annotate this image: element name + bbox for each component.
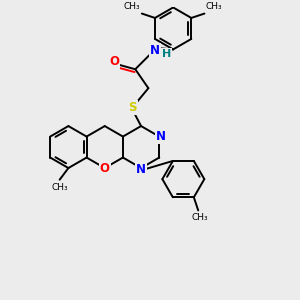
Text: O: O	[100, 161, 110, 175]
Text: N: N	[136, 163, 146, 176]
Text: S: S	[128, 100, 136, 114]
Text: N: N	[156, 130, 166, 143]
Text: CH₃: CH₃	[206, 2, 223, 11]
Text: N: N	[150, 44, 160, 57]
Text: CH₃: CH₃	[124, 2, 140, 11]
Text: CH₃: CH₃	[191, 213, 208, 222]
Text: O: O	[109, 55, 119, 68]
Text: CH₃: CH₃	[51, 183, 68, 192]
Text: H: H	[162, 49, 171, 59]
